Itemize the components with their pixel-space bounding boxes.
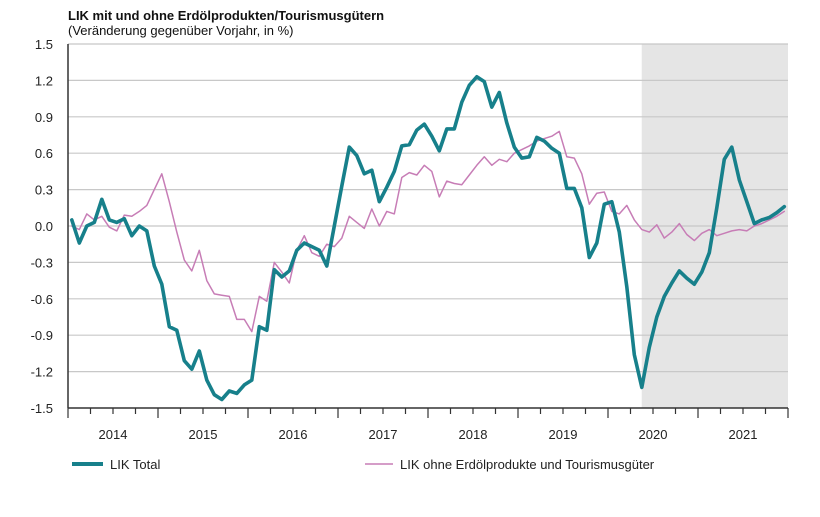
legend-label-lik-ohne: LIK ohne Erdölprodukte und Tourismusgüte… (400, 457, 655, 472)
y-tick-label: 1.2 (35, 73, 53, 88)
series-lines (70, 75, 787, 402)
y-tick-label: 0.6 (35, 146, 53, 161)
x-tick-label: 2018 (459, 427, 488, 442)
gridlines (68, 43, 788, 373)
series-line-lik-ohne (71, 130, 786, 333)
y-tick-label: -0.3 (31, 255, 53, 270)
legend-label-lik-total: LIK Total (110, 457, 160, 472)
series-line-lik-total (70, 75, 787, 402)
y-tick-label: 0.0 (35, 219, 53, 234)
x-tick-label: 2017 (369, 427, 398, 442)
y-tick-label: 1.5 (35, 37, 53, 52)
y-tick-label: -1.5 (31, 401, 53, 416)
y-tick-label: -0.9 (31, 328, 53, 343)
y-tick-label: -1.2 (31, 365, 53, 380)
x-tick-label: 2021 (729, 427, 758, 442)
x-axis: 2014 2015 2016 2017 2018 2019 2020 2021 (67, 44, 789, 442)
chart-subtitle: (Veränderung gegenüber Vorjahr, in %) (68, 23, 294, 38)
x-tick-label: 2020 (639, 427, 668, 442)
y-tick-label: -0.6 (31, 292, 53, 307)
x-tick-label: 2015 (189, 427, 218, 442)
y-axis-ticks: 1.5 1.2 0.9 0.6 0.3 0.0 -0.3 -0.6 -0.9 -1.2 -1.5 (31, 37, 53, 416)
x-tick-label: 2016 (279, 427, 308, 442)
chart-title: LIK mit und ohne Erdölprodukten/Tourismu… (68, 8, 384, 23)
legend: LIK Total LIK ohne Erdölprodukte und Tou… (72, 457, 655, 472)
y-tick-label: 0.3 (35, 183, 53, 198)
x-tick-label: 2019 (549, 427, 578, 442)
y-tick-label: 0.9 (35, 110, 53, 125)
x-tick-label: 2014 (99, 427, 128, 442)
